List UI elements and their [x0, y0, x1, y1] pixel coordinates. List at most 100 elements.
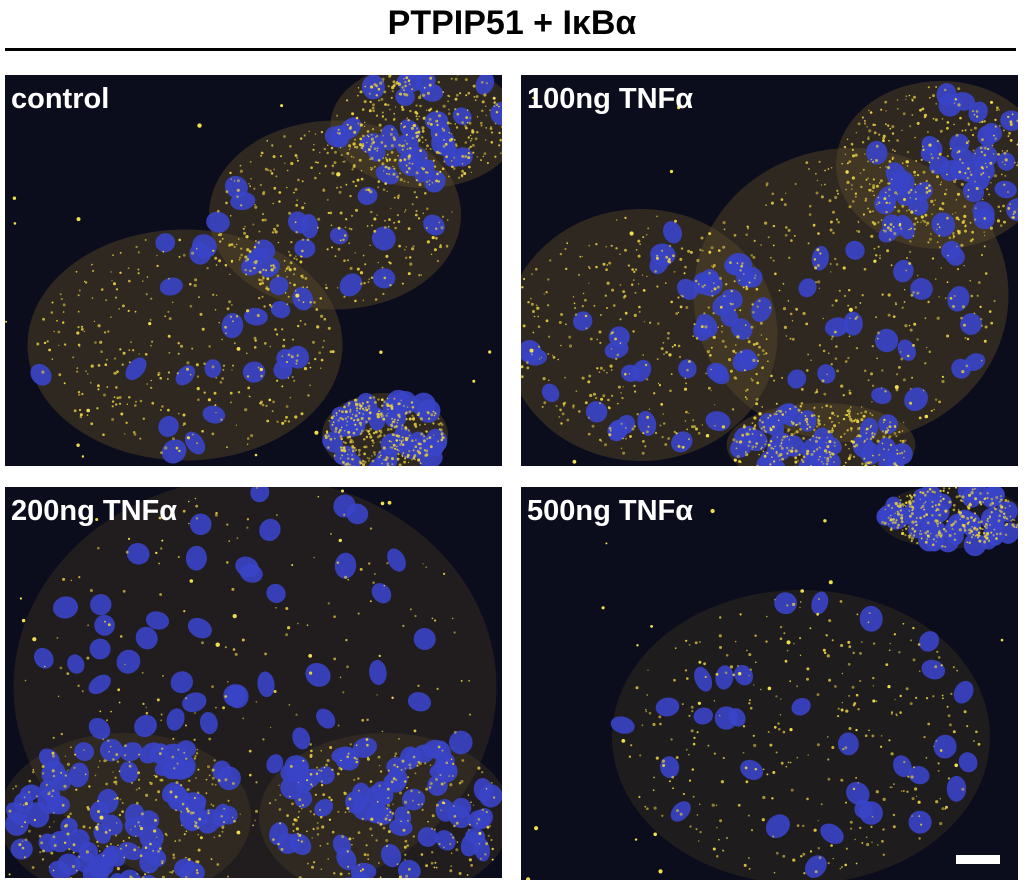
- signal-dot: [472, 379, 476, 383]
- signal-dot: [796, 685, 799, 688]
- signal-dot: [411, 88, 413, 91]
- signal-dot: [404, 84, 407, 88]
- signal-dot: [415, 196, 418, 199]
- signal-dot: [780, 698, 782, 700]
- signal-dot: [344, 417, 348, 420]
- signal-dot: [547, 278, 550, 281]
- signal-dot: [376, 801, 379, 803]
- signal-dot: [215, 642, 220, 647]
- signal-dot: [604, 443, 607, 447]
- signal-dot: [749, 706, 753, 710]
- signal-dot: [235, 424, 238, 426]
- signal-dot: [901, 529, 904, 531]
- signal-dot: [701, 285, 705, 288]
- signal-dot: [864, 464, 868, 466]
- signal-dot: [66, 762, 70, 766]
- signal-dot: [312, 148, 315, 151]
- signal-dot: [394, 226, 397, 230]
- signal-dot: [859, 826, 862, 830]
- signal-dot: [912, 235, 915, 237]
- signal-dot: [375, 136, 377, 138]
- signal-dot: [639, 243, 641, 245]
- signal-dot: [114, 357, 117, 360]
- signal-dot: [77, 343, 81, 347]
- signal-dot: [215, 706, 217, 709]
- signal-dot: [912, 344, 915, 347]
- signal-dot: [813, 414, 816, 417]
- signal-dot: [312, 828, 315, 831]
- signal-dot: [319, 809, 321, 811]
- signal-dot: [654, 431, 658, 435]
- nucleus: [926, 497, 944, 518]
- signal-dot: [384, 144, 387, 148]
- signal-dot: [840, 384, 844, 388]
- signal-dot: [970, 491, 974, 495]
- signal-dot: [767, 236, 770, 239]
- figure-title: PTPIP51 + IκBα: [387, 4, 637, 42]
- signal-dot: [421, 130, 425, 133]
- signal-dot: [848, 389, 851, 392]
- signal-dot: [754, 768, 757, 771]
- nucleus: [179, 808, 202, 830]
- signal-dot: [849, 417, 853, 421]
- signal-dot: [787, 228, 791, 232]
- signal-dot: [97, 364, 101, 367]
- signal-dot: [451, 617, 454, 620]
- signal-dot: [888, 435, 892, 439]
- signal-dot: [755, 341, 759, 345]
- signal-dot: [842, 394, 845, 397]
- nucleus: [380, 843, 402, 868]
- nucleus: [475, 75, 495, 95]
- signal-dot: [587, 416, 590, 419]
- signal-dot: [287, 295, 290, 298]
- signal-dot: [357, 94, 359, 97]
- signal-dot: [658, 384, 661, 387]
- signal-dot: [747, 814, 750, 817]
- signal-dot: [810, 359, 812, 362]
- signal-dot: [52, 736, 55, 739]
- signal-dot: [712, 335, 716, 339]
- signal-dot: [380, 97, 384, 101]
- signal-dot: [445, 761, 449, 765]
- signal-dot: [656, 215, 658, 218]
- signal-dot: [981, 254, 983, 256]
- signal-dot: [825, 451, 828, 454]
- signal-dot: [323, 766, 326, 769]
- signal-dot: [775, 851, 779, 855]
- signal-dot: [653, 832, 657, 837]
- signal-dot: [373, 217, 377, 221]
- signal-dot: [161, 405, 164, 408]
- signal-dot: [885, 123, 887, 126]
- signal-dot: [577, 273, 581, 277]
- signal-dot: [196, 387, 200, 391]
- signal-dot: [137, 771, 141, 775]
- signal-dot: [434, 412, 437, 415]
- nucleus: [199, 711, 218, 735]
- signal-dot: [390, 207, 392, 210]
- signal-dot: [734, 640, 737, 643]
- signal-dot: [908, 510, 910, 512]
- signal-dot: [266, 288, 270, 291]
- signal-dot: [338, 538, 342, 543]
- signal-dot: [422, 93, 426, 97]
- signal-dot: [230, 243, 234, 246]
- signal-dot: [331, 350, 335, 354]
- cytoplasm: [27, 229, 343, 461]
- signal-dot: [948, 723, 952, 727]
- signal-dot: [122, 304, 125, 308]
- signal-dot: [956, 192, 961, 196]
- signal-dot: [188, 500, 190, 503]
- signal-dot: [111, 405, 114, 408]
- signal-dot: [372, 581, 375, 584]
- signal-dot: [891, 786, 893, 789]
- signal-dot: [928, 237, 932, 241]
- signal-dot: [963, 529, 967, 532]
- signal-dot: [195, 752, 199, 755]
- signal-dot: [392, 777, 396, 781]
- signal-dot: [974, 152, 977, 155]
- signal-dot: [115, 753, 119, 757]
- signal-dot: [464, 141, 468, 144]
- signal-dot: [484, 853, 487, 856]
- signal-dot: [398, 737, 400, 740]
- signal-dot: [367, 404, 371, 408]
